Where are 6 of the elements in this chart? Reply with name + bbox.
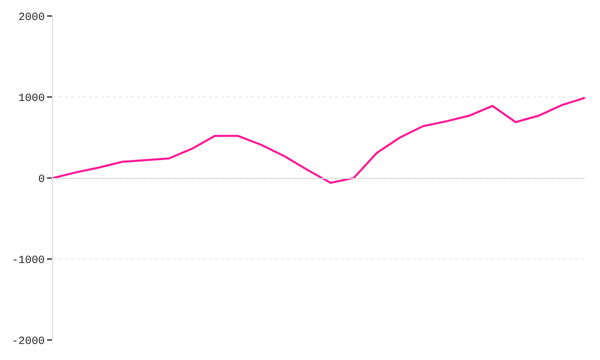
y-tick-label: -1000 <box>12 254 45 267</box>
y-tick-label: -2000 <box>12 336 45 348</box>
y-tick-label: 1000 <box>18 92 45 105</box>
y-tick-label: 0 <box>38 174 45 186</box>
line-series <box>53 96 585 184</box>
y-tick-label: 2000 <box>18 12 45 24</box>
